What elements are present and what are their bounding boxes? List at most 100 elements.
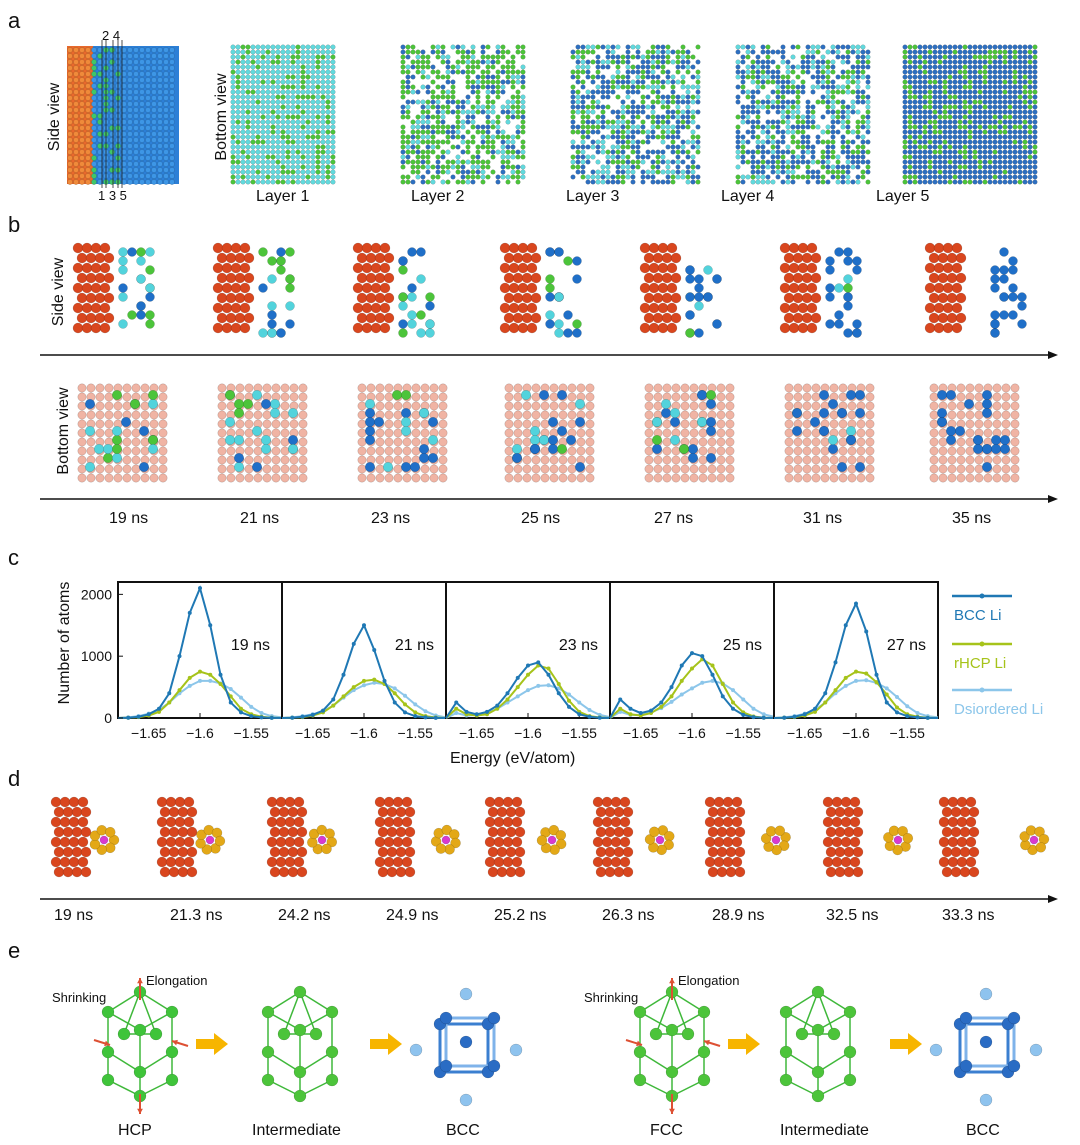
atom <box>79 137 85 143</box>
time-label: 23 ns <box>371 510 411 527</box>
atom <box>825 169 831 175</box>
data-point <box>372 680 377 685</box>
atom <box>855 124 861 130</box>
substrate-atom <box>522 437 532 447</box>
atom <box>650 109 656 115</box>
atom <box>997 89 1003 95</box>
substrate-atom <box>379 302 391 314</box>
li-atom <box>651 416 663 428</box>
atom <box>605 179 611 185</box>
atom <box>680 54 686 60</box>
atom <box>575 164 581 170</box>
substrate-atom <box>680 410 690 420</box>
li-atom <box>136 310 146 320</box>
atom <box>1002 144 1008 150</box>
atom <box>240 159 246 165</box>
atom <box>942 89 948 95</box>
atom <box>962 54 968 60</box>
atom <box>250 134 256 140</box>
atom <box>480 69 486 75</box>
atom <box>840 174 846 180</box>
atom <box>595 104 601 110</box>
atom <box>97 131 103 137</box>
bottom-view-snapshot <box>644 383 735 483</box>
atom <box>470 59 476 65</box>
atom <box>650 44 656 50</box>
atom <box>932 114 938 120</box>
atom <box>740 69 746 75</box>
layer-tile <box>230 44 340 186</box>
atom <box>310 84 316 90</box>
atom <box>630 89 636 95</box>
atom <box>785 74 791 80</box>
atom <box>275 104 281 110</box>
atom <box>575 89 581 95</box>
atom <box>440 59 446 65</box>
substrate-atom <box>974 473 984 483</box>
atom <box>405 89 411 95</box>
atom <box>133 119 139 125</box>
atom <box>952 54 958 60</box>
atom <box>295 64 301 70</box>
time-label: 21 ns <box>240 510 280 527</box>
substrate-atom <box>522 455 532 465</box>
atom <box>947 159 953 165</box>
substrate-atom <box>865 455 875 465</box>
atom <box>475 159 481 165</box>
atom <box>835 54 841 60</box>
atom <box>595 139 601 145</box>
substrate-atom <box>508 282 520 294</box>
atom <box>145 53 151 59</box>
atom <box>670 84 676 90</box>
atom <box>1032 154 1038 160</box>
atom <box>997 54 1003 60</box>
atom <box>982 174 988 180</box>
atom <box>169 59 175 65</box>
atom <box>987 114 993 120</box>
atom <box>420 49 426 55</box>
atom <box>750 49 756 55</box>
li-atom <box>1017 301 1027 311</box>
substrate-atom <box>158 383 168 393</box>
atom <box>235 119 241 125</box>
substrate-atom <box>357 455 367 465</box>
li-atom <box>712 274 722 284</box>
time-label: 19 ns <box>54 907 94 924</box>
atom <box>163 53 169 59</box>
li-atom <box>999 274 1009 284</box>
atom <box>937 49 943 55</box>
substrate-atom <box>280 419 290 429</box>
atom <box>680 174 686 180</box>
atom <box>285 169 291 175</box>
atom <box>680 124 686 130</box>
substrate-atom <box>797 302 809 314</box>
data-point <box>505 697 510 702</box>
atom <box>590 154 596 160</box>
atom <box>902 139 908 145</box>
atom <box>410 169 416 175</box>
atom <box>795 104 801 110</box>
substrate-atom <box>856 437 866 447</box>
atom <box>760 154 766 160</box>
li-atom <box>547 434 559 446</box>
substrate-atom <box>576 446 586 456</box>
substrate-atom <box>992 464 1002 474</box>
li-atom <box>843 283 853 293</box>
li-atom <box>685 274 695 284</box>
atom <box>430 124 436 130</box>
substrate-atom <box>521 272 533 284</box>
atom <box>790 124 796 130</box>
atom <box>840 54 846 60</box>
data-point <box>167 700 172 705</box>
li-atom <box>136 274 146 284</box>
atom <box>151 83 157 89</box>
atom <box>942 134 948 140</box>
data-point <box>731 700 735 705</box>
atom <box>760 159 766 165</box>
atom <box>625 44 631 50</box>
atom <box>675 114 681 120</box>
substrate-atom <box>653 383 663 393</box>
atom <box>820 44 826 50</box>
atom <box>760 99 766 105</box>
atom <box>977 64 983 70</box>
